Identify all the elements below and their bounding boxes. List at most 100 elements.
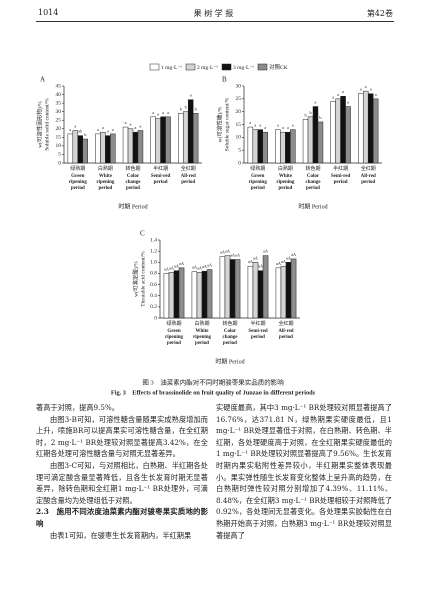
bar [247,265,254,319]
x-tick-label-zh: 半红期 [153,165,168,172]
significance-letter: b [319,115,321,120]
significance-letter: aA [263,249,268,254]
y-tick-label: 25 [56,117,62,123]
bar [290,129,296,164]
x-tick-label: Green ripening period [165,329,184,346]
x-tick-label: All-red period [181,174,196,185]
bar [257,270,264,319]
bar [192,113,199,164]
significance-letter: a [107,129,109,134]
significance-letter: a [140,123,142,128]
bar [196,272,203,319]
caption-en: Fig. 3 Effects of brassinolide on fruit … [111,389,316,396]
bar [335,98,341,164]
y-tick-label: 45 [56,83,62,89]
bar [229,259,236,319]
bar [219,256,226,319]
figure: 图 3 油菜素内酯对不同时期骏枣果实品质的影响 Fig. 3 Effects o… [35,63,382,396]
legend-label: 1 mg·L⁻¹ [161,65,182,71]
y-tick-label: 40 [56,92,62,98]
significance-letter: a [112,127,114,132]
legend-label: 3 mg·L⁻¹ [233,65,254,71]
bar [290,258,297,319]
x-tick-label-zh: 转色期 [305,165,320,172]
bar [252,129,259,164]
significance-letter: aA [248,259,253,264]
bar [317,121,324,164]
significance-letter: a [162,110,164,115]
significance-letter: aA [197,265,202,270]
x-tick-label: All-red period [361,174,376,185]
y-tick-label: 0 [154,315,157,321]
x-tick-label-zh: 全红期 [361,165,376,172]
bar [367,93,374,164]
significance-letter: a [370,87,372,92]
x-tick-label-zh: 白熟期 [98,165,113,172]
y-tick-label: 10 [56,143,62,149]
bar [340,96,346,164]
significance-letter: a [332,94,334,99]
x-tick-label-zh: 转色期 [222,320,237,327]
significance-letter: a [157,111,159,116]
significance-letter: a [365,84,367,89]
significance-letter: a [287,125,289,130]
significance-letter: a [259,123,261,128]
bar [122,126,129,164]
significance-letter: a [97,127,99,132]
significance-letter: a [69,127,71,132]
x-tick-label: Color change period [126,174,142,191]
x-tick-label-zh: 半红期 [333,165,348,172]
x-tick-label: All-red period [278,329,293,340]
significance-letter: a [315,100,317,105]
y-tick-label: 35 [56,100,62,106]
bar [280,131,286,164]
x-tick-label-zh: 绿熟期 [70,165,85,172]
bar [285,262,292,319]
bar [165,116,171,164]
bar [155,118,161,164]
bar [163,273,170,319]
y-tick-label: 0.4 [150,293,157,299]
bar [187,99,194,164]
significance-letter: aA [253,255,258,260]
y-tick-label: 15 [236,122,242,128]
y-tick-label: 20 [236,109,242,115]
x-tick-label: Color change period [306,174,322,191]
x-axis-label: 时期 Period [298,202,327,210]
x-tick-label-zh: 全红期 [181,165,196,172]
panel-label: A [40,76,45,84]
significance-letter: aA [164,266,169,271]
y-tick-label: 10 [236,135,242,141]
bar [201,270,208,319]
y-tick-label: 1.2 [150,248,157,254]
y-axis-label: w(可溶性固形物)/% [35,101,43,148]
x-tick-label: Semi-red period [151,174,171,185]
x-tick-label: White ripening period [193,329,212,346]
significance-letter: b [309,110,311,115]
bar [307,116,314,164]
significance-letter: b [195,106,197,111]
x-tick-label-zh: 转色期 [125,165,140,172]
bar [178,267,185,319]
significance-letter: a [190,93,192,98]
x-axis-label: 时期 Period [215,357,244,365]
significance-letter: b [84,132,86,137]
significance-letter: a [264,125,266,130]
paragraph: 著高于对照，提高9.5%。 [36,403,119,412]
significance-letter: a [375,92,377,97]
bar [191,271,198,319]
x-tick-label: Green ripening period [69,174,88,191]
volume: 第42卷 [366,9,393,18]
y-tick-label: 20 [56,126,62,132]
significance-letter: a [254,123,256,128]
bar [168,272,175,319]
journal-title: 果 树 学 报 [193,9,234,18]
bar [252,262,259,319]
significance-letter: bA [258,264,263,269]
bar [132,131,139,164]
significance-letter: b [185,105,187,110]
legend-swatch [185,63,196,71]
x-tick-label-zh: 绿熟期 [166,320,181,327]
significance-letter: a [360,87,362,92]
